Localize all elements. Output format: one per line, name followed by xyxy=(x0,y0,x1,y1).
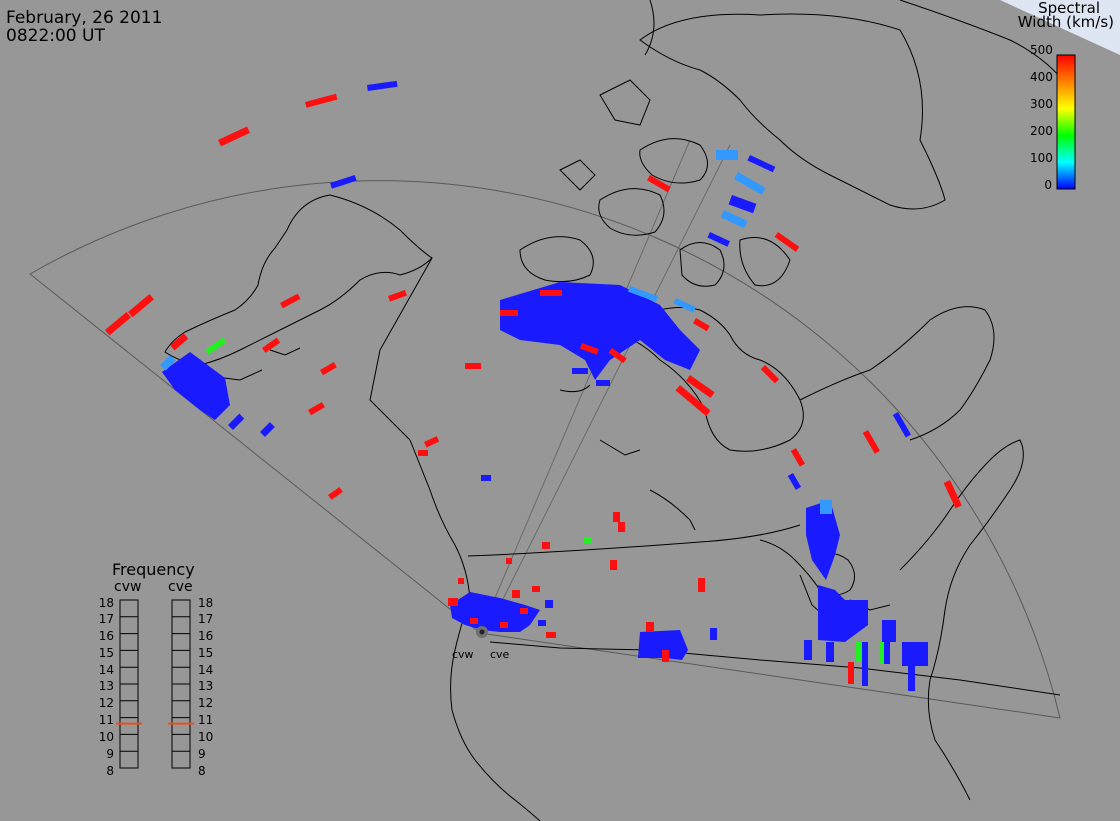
colorbar-tick: 400 xyxy=(1030,70,1053,84)
colorbar-tick: 200 xyxy=(1030,124,1053,138)
frequency-tick-right: 11 xyxy=(198,713,214,727)
frequency-tick-left: 13 xyxy=(98,679,114,693)
colorbar-tick: 0 xyxy=(1044,178,1052,192)
frequency-tick-right: 17 xyxy=(198,612,214,626)
frequency-tick-right: 8 xyxy=(198,764,206,778)
frequency-tick-left: 15 xyxy=(98,646,114,660)
coastlines xyxy=(164,0,1071,821)
colorbar-scale xyxy=(1056,54,1076,190)
frequency-tick-right: 15 xyxy=(198,646,214,660)
frequency-tick-left: 11 xyxy=(98,713,114,727)
frequency-tick-left: 14 xyxy=(98,663,114,677)
colorbar-title-line2: Width (km/s) xyxy=(1017,13,1114,31)
colorbar-tick: 500 xyxy=(1030,43,1053,57)
colorbar-title-line1: Spectral xyxy=(1038,0,1100,17)
frequency-tick-right: 16 xyxy=(198,629,214,643)
frequency-tick-right: 10 xyxy=(198,730,214,744)
frequency-tick-left: 12 xyxy=(98,696,114,710)
frequency-tick-right: 14 xyxy=(198,663,214,677)
field-of-view-outline xyxy=(29,180,1061,719)
borders xyxy=(369,257,1061,696)
frequency-scales xyxy=(116,599,194,769)
frequency-tick-left: 17 xyxy=(98,612,114,626)
frequency-tick-right: 12 xyxy=(198,696,214,710)
cvw-label: cvw xyxy=(114,579,142,595)
frequency-tick-right: 18 xyxy=(198,596,214,610)
frequency-tick-right: 9 xyxy=(198,747,206,761)
corner-triangle xyxy=(1000,0,1120,55)
beam-lines xyxy=(479,139,731,634)
colorbar-tick: 300 xyxy=(1030,97,1053,111)
date-label: February, 26 2011 xyxy=(6,8,163,28)
frequency-tick-left: 18 xyxy=(98,596,114,610)
frequency-tick-left: 16 xyxy=(98,629,114,643)
site-label-cvw: cvw xyxy=(452,648,474,661)
echo-layer xyxy=(104,80,962,691)
cve-label: cve xyxy=(168,579,193,595)
frequency-tick-left: 10 xyxy=(98,730,114,744)
radar-site-dot xyxy=(479,629,485,635)
frequency-tick-left: 8 xyxy=(106,764,114,778)
frequency-tick-left: 9 xyxy=(106,747,114,761)
time-label: 0822:00 UT xyxy=(6,26,105,46)
frequency-title: Frequency xyxy=(112,560,195,579)
frequency-tick-right: 13 xyxy=(198,679,214,693)
site-label-cve: cve xyxy=(490,648,510,661)
colorbar-tick: 100 xyxy=(1030,151,1053,165)
